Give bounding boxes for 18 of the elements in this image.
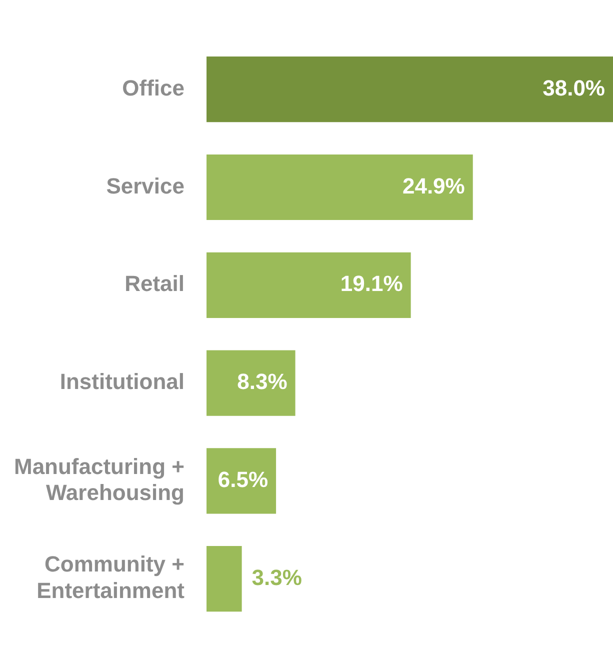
y-tick-label: Office xyxy=(122,75,185,100)
y-tick-label: Manufacturing + Warehousing xyxy=(14,454,185,506)
data-label: 19.1% xyxy=(340,271,403,296)
data-label: 8.3% xyxy=(237,369,288,394)
bar xyxy=(206,546,242,612)
data-label: 38.0% xyxy=(542,75,605,100)
data-label: 24.9% xyxy=(402,173,465,198)
data-label: 6.5% xyxy=(218,467,268,492)
bar xyxy=(206,448,276,514)
bar xyxy=(206,56,613,122)
bar xyxy=(206,252,411,318)
data-label: 3.3% xyxy=(252,564,302,590)
y-tick-label: Institutional xyxy=(60,369,185,394)
y-tick-label: Community + Entertainment xyxy=(36,552,186,604)
bar xyxy=(206,154,473,220)
y-tick-label: Service xyxy=(106,173,185,198)
bar xyxy=(206,350,296,416)
y-tick-label: Retail xyxy=(124,271,185,296)
